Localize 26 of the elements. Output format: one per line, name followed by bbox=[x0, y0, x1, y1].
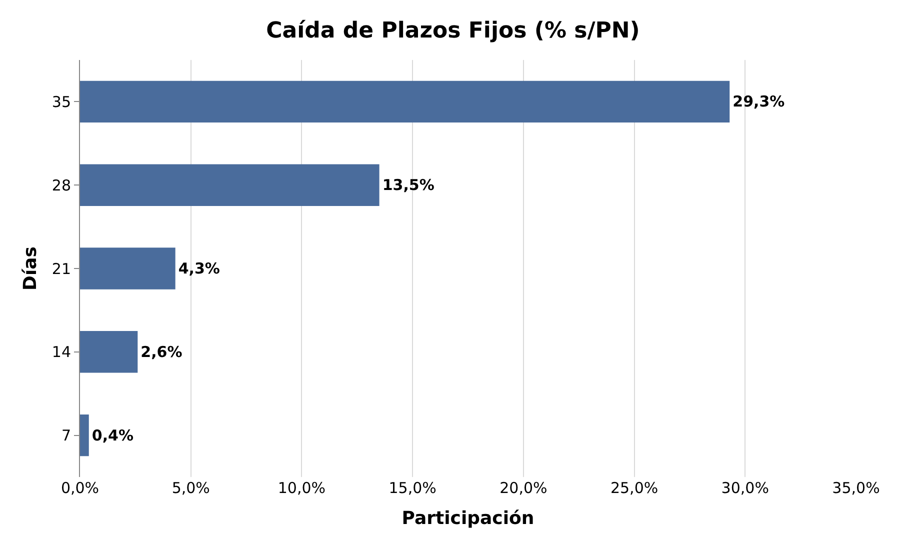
bar bbox=[80, 80, 730, 123]
bar bbox=[80, 414, 89, 456]
x-tick-label: 30,0% bbox=[721, 479, 769, 497]
bar bbox=[80, 331, 138, 373]
x-tick-label: 5,0% bbox=[172, 479, 210, 497]
x-tick-label: 15,0% bbox=[388, 479, 436, 497]
data-label: 2,6% bbox=[140, 342, 182, 361]
bar bbox=[80, 164, 380, 206]
y-tick-label: 35 bbox=[52, 92, 71, 111]
data-label: 4,3% bbox=[178, 260, 220, 278]
y-tick-label: 7 bbox=[61, 426, 71, 445]
x-tick-label: 20,0% bbox=[500, 479, 548, 497]
y-axis-title: Días bbox=[20, 246, 42, 290]
data-label: 13,5% bbox=[382, 176, 434, 194]
x-axis-title: Participación bbox=[402, 508, 534, 530]
chart-title: Caída de Plazos Fijos (% s/PN) bbox=[266, 18, 640, 44]
data-label: 0,4% bbox=[92, 426, 134, 444]
x-tick-label: 25,0% bbox=[610, 479, 658, 497]
x-tick-label: 0,0% bbox=[60, 479, 100, 497]
y-tick-label: 21 bbox=[52, 260, 71, 278]
data-label: 29,3% bbox=[732, 92, 785, 111]
bar bbox=[80, 248, 176, 290]
x-tick-label: 35,0% bbox=[832, 479, 880, 497]
y-tick-label: 14 bbox=[52, 343, 71, 362]
y-tick-label: 28 bbox=[52, 176, 71, 194]
x-tick-label: 10,0% bbox=[278, 479, 326, 497]
